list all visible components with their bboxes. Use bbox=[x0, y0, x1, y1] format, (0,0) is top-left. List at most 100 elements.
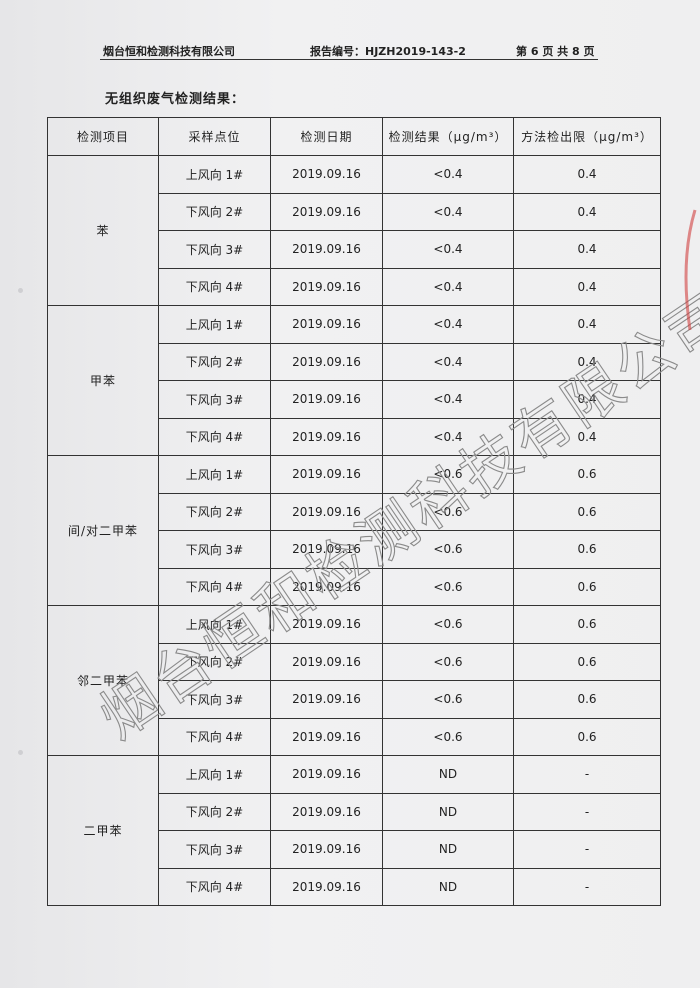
table-row: 下风向 4# 2019.09.16 <0.4 0.4 bbox=[48, 417, 661, 456]
table-row: 下风向 2# 2019.09.16 ND - bbox=[48, 792, 661, 831]
sampling-point: 下风向 4# bbox=[158, 417, 271, 456]
detection-result: <0.6 bbox=[382, 492, 514, 531]
results-table: 检测项目 采样点位 检测日期 检测结果（μg/m³） 方法检出限（μg/m³） … bbox=[47, 117, 661, 906]
detection-date: 2019.09.16 bbox=[270, 492, 383, 531]
table-row: 下风向 2# 2019.09.16 <0.4 0.4 bbox=[48, 192, 661, 231]
detection-date: 2019.09.16 bbox=[270, 455, 383, 494]
detection-date: 2019.09.16 bbox=[270, 567, 383, 606]
sampling-point: 上风向 1# bbox=[158, 455, 271, 494]
sampling-point: 下风向 3# bbox=[158, 530, 271, 569]
detection-result: <0.4 bbox=[382, 342, 514, 381]
table-row: 下风向 2# 2019.09.16 <0.4 0.4 bbox=[48, 342, 661, 381]
detection-date: 2019.09.16 bbox=[270, 342, 383, 381]
detection-limit: 0.6 bbox=[513, 642, 661, 681]
detection-result: <0.4 bbox=[382, 380, 514, 419]
detection-result: <0.4 bbox=[382, 155, 514, 194]
sampling-point: 下风向 3# bbox=[158, 380, 271, 419]
detection-date: 2019.09.16 bbox=[270, 305, 383, 344]
column-header: 检测结果（μg/m³） bbox=[382, 117, 514, 156]
detection-limit: 0.4 bbox=[513, 417, 661, 456]
header-page-info: 第 6 页 共 8 页 bbox=[516, 45, 595, 58]
punch-hole bbox=[18, 750, 23, 755]
table-row: 下风向 3# 2019.09.16 <0.4 0.4 bbox=[48, 230, 661, 269]
detection-limit: 0.4 bbox=[513, 267, 661, 306]
sampling-point: 上风向 1# bbox=[158, 755, 271, 794]
detection-date: 2019.09.16 bbox=[270, 530, 383, 569]
header-divider bbox=[100, 59, 598, 60]
column-header: 检测项目 bbox=[47, 117, 159, 156]
detection-limit: 0.4 bbox=[513, 380, 661, 419]
detection-date: 2019.09.16 bbox=[270, 192, 383, 231]
sampling-point: 下风向 4# bbox=[158, 567, 271, 606]
detection-limit: - bbox=[513, 830, 661, 869]
detection-item: 甲苯 bbox=[47, 305, 159, 456]
section-title: 无组织废气检测结果： bbox=[105, 92, 246, 107]
detection-limit: - bbox=[513, 867, 661, 906]
table-row: 下风向 2# 2019.09.16 <0.6 0.6 bbox=[48, 492, 661, 531]
seal-edge bbox=[684, 209, 697, 331]
table-row: 苯上风向 1# 2019.09.16 <0.4 0.4 bbox=[47, 155, 661, 306]
detection-date: 2019.09.16 bbox=[270, 380, 383, 419]
sampling-point: 下风向 4# bbox=[158, 267, 271, 306]
table-row: 下风向 3# 2019.09.16 <0.6 0.6 bbox=[48, 530, 661, 569]
sampling-point: 下风向 3# bbox=[158, 680, 271, 719]
detection-result: <0.4 bbox=[382, 192, 514, 231]
detection-limit: 0.6 bbox=[513, 455, 661, 494]
detection-date: 2019.09.16 bbox=[270, 867, 383, 906]
detection-date: 2019.09.16 bbox=[270, 830, 383, 869]
detection-result: <0.4 bbox=[382, 417, 514, 456]
table-row: 下风向 4# 2019.09.16 <0.4 0.4 bbox=[48, 267, 661, 306]
detection-date: 2019.09.16 bbox=[270, 755, 383, 794]
detection-date: 2019.09.16 bbox=[270, 717, 383, 756]
detection-date: 2019.09.16 bbox=[270, 230, 383, 269]
header-company: 烟台恒和检测科技有限公司 bbox=[103, 45, 235, 58]
detection-result: <0.6 bbox=[382, 567, 514, 606]
sampling-point: 下风向 2# bbox=[158, 192, 271, 231]
detection-result: <0.6 bbox=[382, 455, 514, 494]
detection-date: 2019.09.16 bbox=[270, 267, 383, 306]
detection-item: 邻二甲苯 bbox=[47, 605, 159, 756]
detection-limit: 0.4 bbox=[513, 342, 661, 381]
punch-hole bbox=[18, 288, 23, 293]
sampling-point: 下风向 4# bbox=[158, 717, 271, 756]
sampling-point: 上风向 1# bbox=[158, 305, 271, 344]
sampling-point: 下风向 3# bbox=[158, 830, 271, 869]
detection-limit: 0.4 bbox=[513, 192, 661, 231]
detection-result: ND bbox=[382, 830, 514, 869]
detection-result: <0.6 bbox=[382, 680, 514, 719]
table-row: 二甲苯 上风向 1# 2019.09.16 ND - bbox=[47, 755, 661, 906]
detection-limit: - bbox=[513, 755, 661, 794]
sampling-point: 下风向 2# bbox=[158, 492, 271, 531]
table-header-row: 检测项目 采样点位 检测日期 检测结果（μg/m³） 方法检出限（μg/m³） bbox=[47, 117, 661, 156]
detection-result: <0.4 bbox=[382, 267, 514, 306]
detection-limit: 0.6 bbox=[513, 567, 661, 606]
sampling-point: 上风向 1# bbox=[158, 155, 271, 194]
detection-date: 2019.09.16 bbox=[270, 642, 383, 681]
detection-date: 2019.09.16 bbox=[270, 417, 383, 456]
table-row: 下风向 4# 2019.09.16 <0.6 0.6 bbox=[48, 717, 661, 756]
sampling-point: 下风向 2# bbox=[158, 792, 271, 831]
detection-result: <0.4 bbox=[382, 230, 514, 269]
header-report-number: 报告编号：HJZH2019-143-2 bbox=[310, 45, 466, 58]
detection-limit: 0.6 bbox=[513, 680, 661, 719]
detection-date: 2019.09.16 bbox=[270, 680, 383, 719]
detection-item: 苯 bbox=[47, 155, 159, 306]
detection-limit: 0.6 bbox=[513, 492, 661, 531]
detection-result: ND bbox=[382, 867, 514, 906]
detection-date: 2019.09.16 bbox=[270, 792, 383, 831]
sampling-point: 下风向 3# bbox=[158, 230, 271, 269]
detection-limit: 0.6 bbox=[513, 530, 661, 569]
sampling-point: 上风向 1# bbox=[158, 605, 271, 644]
sampling-point: 下风向 2# bbox=[158, 342, 271, 381]
detection-limit: 0.6 bbox=[513, 605, 661, 644]
table-row: 下风向 3# 2019.09.16 <0.4 0.4 bbox=[48, 380, 661, 419]
column-header: 方法检出限（μg/m³） bbox=[513, 117, 661, 156]
table-row: 甲苯 上风向 1# 2019.09.16 <0.4 0.4 bbox=[47, 305, 661, 456]
table-row: 间/对二甲苯 上风向 1# 2019.09.16 <0.6 0.6 bbox=[47, 455, 661, 606]
detection-limit: 0.4 bbox=[513, 230, 661, 269]
detection-result: ND bbox=[382, 755, 514, 794]
column-header: 采样点位 bbox=[158, 117, 271, 156]
detection-result: <0.6 bbox=[382, 717, 514, 756]
sampling-point: 下风向 4# bbox=[158, 867, 271, 906]
